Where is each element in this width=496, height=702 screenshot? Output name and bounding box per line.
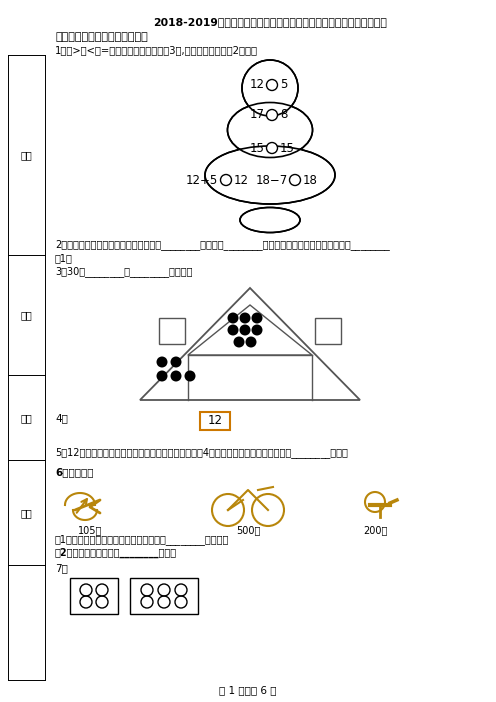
Text: 班级: 班级 [21, 508, 32, 518]
Circle shape [171, 357, 182, 368]
Text: 进1，: 进1， [55, 253, 73, 263]
Text: 17: 17 [250, 109, 265, 121]
Circle shape [243, 61, 297, 115]
Text: 7．: 7． [55, 563, 68, 573]
Text: 6．看图回答: 6．看图回答 [55, 467, 94, 477]
Circle shape [185, 371, 195, 381]
Ellipse shape [228, 102, 312, 157]
Circle shape [228, 312, 239, 324]
Text: （1）估计一下，买上面三件东西大约需要________百元钱。: （1）估计一下，买上面三件东西大约需要________百元钱。 [55, 534, 229, 545]
Circle shape [251, 312, 262, 324]
Circle shape [157, 357, 168, 368]
Text: 一、想一想，填一填（填空题）: 一、想一想，填一填（填空题） [55, 32, 148, 42]
Text: 姓名: 姓名 [21, 310, 32, 320]
Circle shape [240, 312, 250, 324]
Text: 15: 15 [280, 142, 295, 154]
Text: 4．: 4． [55, 413, 68, 423]
Text: 200元: 200元 [363, 525, 387, 535]
Text: 1．填>、<或=．（先从上到下填上面3题,再从左到右填下面2题．）: 1．填>、<或=．（先从上到下填上面3题,再从左到右填下面2题．） [55, 45, 258, 55]
Circle shape [266, 79, 277, 91]
Text: 12: 12 [207, 414, 223, 428]
Text: （2）算一算，一共要花________元钱？: （2）算一算，一共要花________元钱？ [55, 548, 177, 558]
Bar [200, 412, 230, 430]
Bar [315, 318, 341, 344]
Circle shape [157, 371, 168, 381]
Text: 500元: 500元 [236, 525, 260, 535]
Text: 12: 12 [250, 79, 265, 91]
Bar [70, 578, 118, 614]
Ellipse shape [240, 208, 300, 232]
Text: 15: 15 [250, 142, 265, 154]
Text: 2018-2019年上海市青浦区白鹤小学一年级上册数学期末练习题无答案: 2018-2019年上海市青浦区白鹤小学一年级上册数学期末练习题无答案 [153, 17, 387, 27]
Text: 3．30在________和________的中间，: 3．30在________和________的中间， [55, 267, 192, 277]
Circle shape [251, 324, 262, 336]
Circle shape [221, 175, 232, 185]
Text: 5: 5 [280, 79, 287, 91]
Bar [159, 318, 185, 344]
Ellipse shape [205, 146, 335, 204]
Text: 分数: 分数 [21, 150, 32, 160]
Circle shape [234, 336, 245, 347]
Circle shape [246, 336, 256, 347]
Ellipse shape [206, 147, 334, 203]
Ellipse shape [229, 103, 311, 157]
Circle shape [240, 324, 250, 336]
Circle shape [290, 175, 301, 185]
Text: 12+5: 12+5 [186, 173, 218, 187]
Circle shape [228, 324, 239, 336]
Text: 2．用竖式计算万以内的数的加法，要把________对齐，从________位加起，哪一位上相加满十，就向________: 2．用竖式计算万以内的数的加法，要把________对齐，从________位加… [55, 239, 390, 251]
Text: 105元: 105元 [78, 525, 102, 535]
Text: 题号: 题号 [21, 413, 32, 423]
Text: 18: 18 [303, 173, 318, 187]
Text: 第 1 页，共 6 页: 第 1 页，共 6 页 [219, 685, 277, 695]
Circle shape [266, 143, 277, 154]
Text: 8: 8 [280, 109, 287, 121]
Text: 5．12辆汽车组成一列车队，从前面数，红色轿车是第4辆，从后面数，红色轿车是第（________）辆。: 5．12辆汽车组成一列车队，从前面数，红色轿车是第4辆，从后面数，红色轿车是第（… [55, 448, 348, 458]
Circle shape [242, 60, 298, 116]
Bar [130, 578, 198, 614]
Circle shape [171, 371, 182, 381]
Text: 18−7: 18−7 [256, 173, 288, 187]
Ellipse shape [241, 208, 299, 232]
Circle shape [266, 110, 277, 121]
Text: 12: 12 [234, 173, 249, 187]
